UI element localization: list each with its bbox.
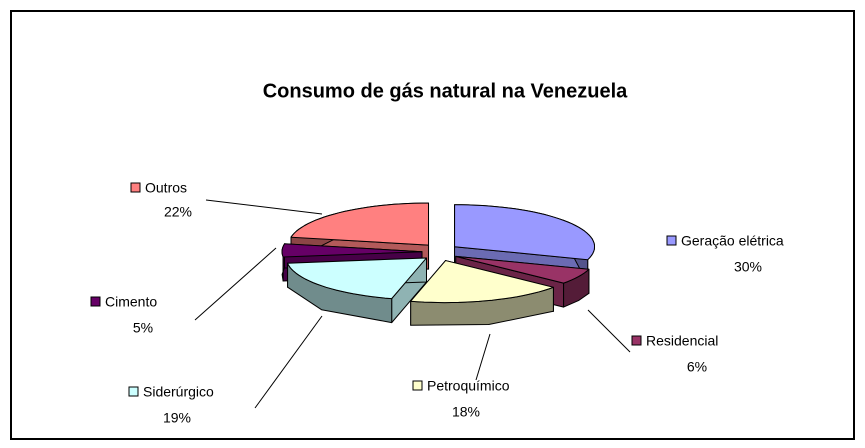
value-label: 6% bbox=[687, 359, 707, 375]
leader-line bbox=[475, 333, 491, 381]
slice bbox=[410, 260, 554, 304]
value-label: 30% bbox=[734, 259, 762, 275]
chart-frame bbox=[10, 10, 855, 440]
slice bbox=[454, 204, 595, 261]
legend-swatch bbox=[128, 386, 139, 397]
leader-line bbox=[205, 199, 323, 215]
legend-swatch bbox=[412, 380, 423, 391]
value-label: 18% bbox=[452, 404, 480, 420]
slice bbox=[290, 202, 430, 246]
leader-line bbox=[587, 309, 631, 353]
leader-line bbox=[194, 247, 277, 321]
slice bbox=[455, 255, 590, 284]
slice-label: Geração elétrica bbox=[681, 233, 784, 249]
slice-label: Siderúrgico bbox=[143, 384, 214, 400]
legend-swatch bbox=[130, 182, 141, 193]
slice bbox=[287, 257, 427, 300]
value-label: 19% bbox=[163, 410, 191, 426]
chart-title: Consumo de gás natural na Venezuela bbox=[263, 80, 628, 102]
value-label: 22% bbox=[164, 204, 192, 220]
slice bbox=[281, 243, 423, 258]
leader-line bbox=[254, 315, 323, 409]
slice-label: Cimento bbox=[105, 294, 157, 310]
value-label: 5% bbox=[133, 320, 153, 336]
slice-label: Petroquímico bbox=[427, 378, 510, 394]
legend-swatch bbox=[631, 335, 642, 346]
legend-swatch bbox=[666, 235, 677, 246]
slice-label: Outros bbox=[145, 180, 187, 196]
legend-swatch bbox=[90, 296, 101, 307]
slice-label: Residencial bbox=[646, 333, 718, 349]
